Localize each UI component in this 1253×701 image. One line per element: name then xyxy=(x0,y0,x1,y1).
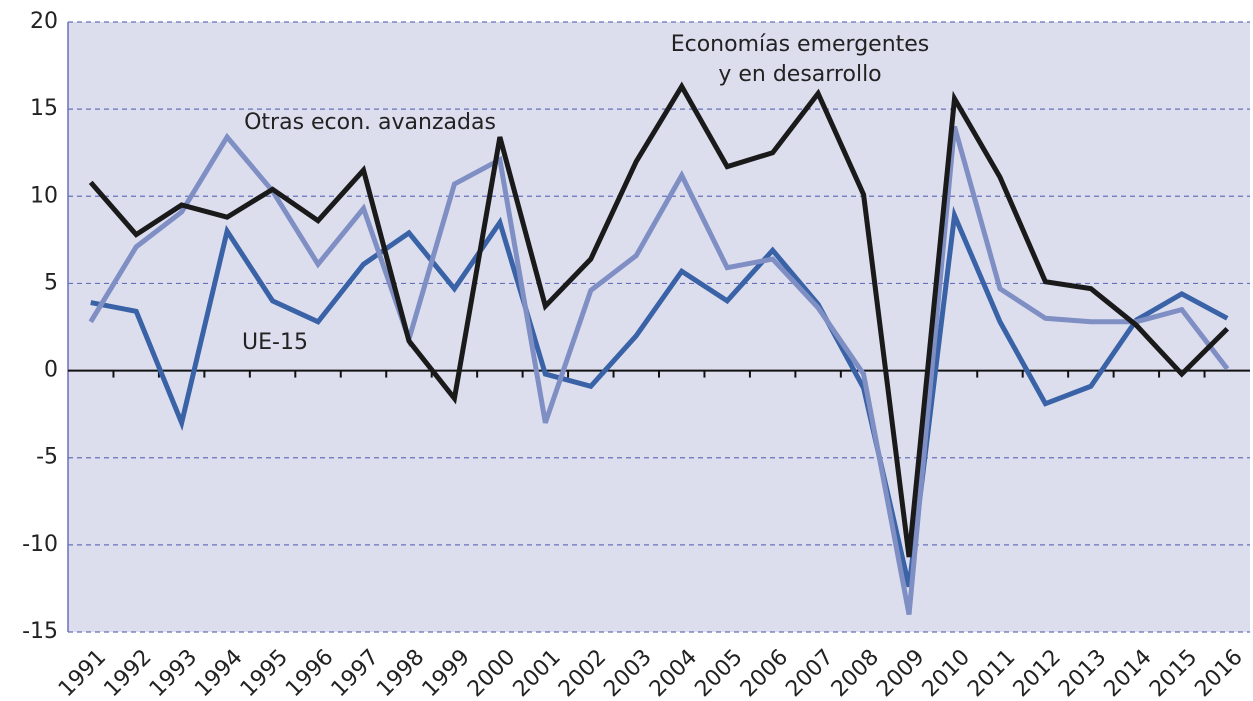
x-tick-label: 2014 xyxy=(1100,645,1157,701)
x-tick-label: 1992 xyxy=(99,645,156,701)
x-tick-label: 2015 xyxy=(1145,645,1202,701)
x-tick-label: 2009 xyxy=(872,645,929,701)
series-line xyxy=(88,81,1230,558)
series-line xyxy=(90,205,1229,588)
series-line xyxy=(88,125,1230,616)
x-tick-label: 1993 xyxy=(145,645,202,701)
x-tick-label: 2007 xyxy=(781,645,838,701)
x-tick-label: 2003 xyxy=(599,645,656,701)
x-tick-label: 2005 xyxy=(690,645,747,701)
x-tick-label: 2012 xyxy=(1009,645,1066,701)
x-tick-label: 1991 xyxy=(54,645,111,701)
x-tick-label: 2013 xyxy=(1054,645,1111,701)
x-tick-label: 2006 xyxy=(736,645,793,701)
x-tick-label: 2001 xyxy=(509,645,566,701)
x-tick-label: 2008 xyxy=(827,645,884,701)
series-label: UE-15 xyxy=(242,330,308,355)
x-tick-label: 2000 xyxy=(463,645,520,701)
y-tick-label: 15 xyxy=(30,96,58,121)
x-tick-label: 1995 xyxy=(236,645,293,701)
x-tick-label: 1998 xyxy=(372,645,429,701)
y-tick-label: 0 xyxy=(44,358,58,383)
x-tick-label: 2016 xyxy=(1190,645,1247,701)
x-tick-label: 2011 xyxy=(963,645,1020,701)
x-tick-label: 1997 xyxy=(327,645,384,701)
y-tick-label: 5 xyxy=(44,270,58,295)
x-tick-label: 1996 xyxy=(281,645,338,701)
series-label: Otras econ. avanzadas xyxy=(244,110,496,135)
y-tick-label: 20 xyxy=(30,9,58,34)
series-label: Economías emergentes y en desarrollo xyxy=(670,32,930,87)
y-tick-label: -5 xyxy=(36,445,58,470)
x-tick-label: 2004 xyxy=(645,645,702,701)
x-tick-label: 1994 xyxy=(190,645,247,701)
y-tick-label: -15 xyxy=(22,619,58,644)
y-tick-label: 10 xyxy=(30,183,58,208)
x-tick-label: 2010 xyxy=(918,645,975,701)
x-tick-label: 2002 xyxy=(554,645,611,701)
x-tick-label: 1999 xyxy=(418,645,475,701)
y-tick-label: -10 xyxy=(22,532,58,557)
